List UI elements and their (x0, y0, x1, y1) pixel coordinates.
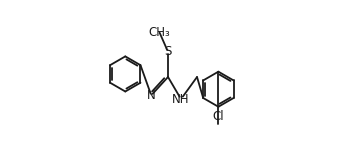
Text: N: N (147, 89, 156, 102)
Text: Cl: Cl (212, 110, 224, 123)
Text: S: S (164, 45, 172, 58)
Text: NH: NH (172, 93, 190, 106)
Text: CH₃: CH₃ (149, 26, 171, 39)
